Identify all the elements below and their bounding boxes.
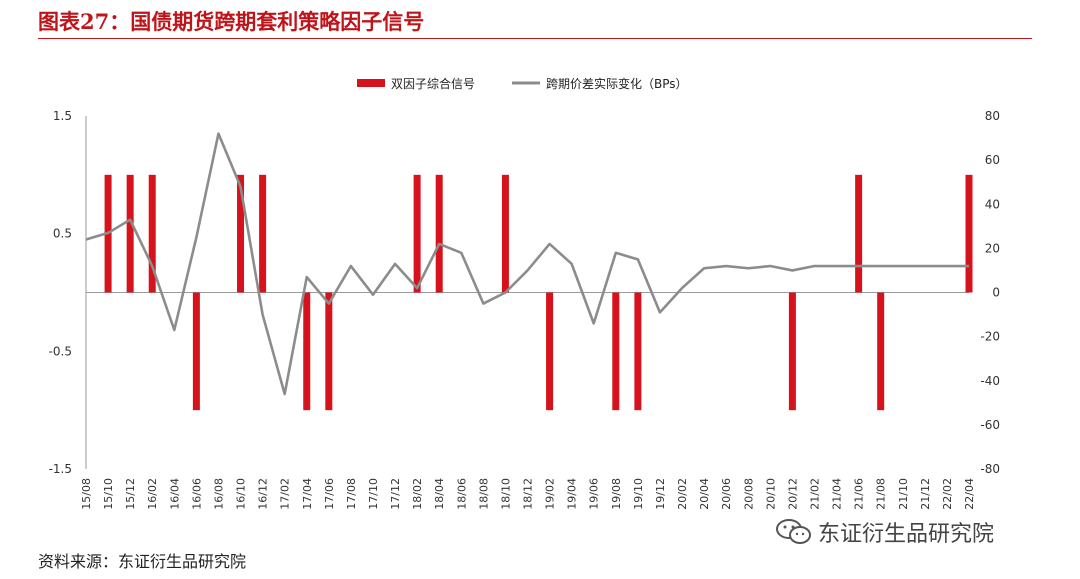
left-tick-label: -1.5 [49,462,72,476]
left-tick-label: -0.5 [49,344,72,358]
signal-bar [303,292,311,411]
x-tick-label: 15/08 [80,478,93,510]
source-note: 资料来源：东证衍生品研究院 [38,552,247,571]
title-divider [38,38,1032,39]
x-tick-label: 21/04 [831,478,844,510]
x-tick-label: 16/06 [190,478,203,510]
x-tick-label: 18/06 [455,478,468,510]
x-tick-label: 21/08 [875,478,888,510]
signal-bar [546,292,554,411]
x-tick-label: 17/02 [279,478,292,510]
x-tick-label: 16/12 [257,478,270,510]
signal-bar [126,174,134,293]
right-tick-label: 40 [985,197,1000,211]
x-tick-label: 20/06 [720,478,733,510]
x-tick-label: 20/08 [742,478,755,510]
signal-bar [501,174,509,293]
right-tick-label: -40 [980,374,1000,388]
x-tick-label: 17/10 [367,478,380,510]
x-tick-label: 18/04 [433,478,446,510]
signal-bar [148,174,156,293]
x-tick-label: 21/12 [919,478,932,510]
watermark: 东证衍生品研究院 [774,516,994,548]
left-tick-label: 1.5 [53,109,72,123]
x-tick-label: 18/08 [477,478,490,510]
signal-bar [877,292,885,411]
left-tick-label: 0.5 [53,227,72,241]
x-tick-label: 20/02 [676,478,689,510]
x-tick-label: 20/12 [786,478,799,510]
x-tick-label: 17/12 [389,478,402,510]
x-tick-label: 15/10 [102,478,115,510]
watermark-text: 东证衍生品研究院 [818,522,995,547]
x-tick-label: 17/04 [301,478,314,510]
signal-bar [259,174,267,293]
x-tick-label: 21/10 [897,478,910,510]
right-tick-label: -60 [980,418,1000,432]
x-tick-label: 20/04 [698,478,711,510]
x-tick-label: 19/04 [566,478,579,510]
legend-bar-swatch [357,79,385,87]
right-tick-label: 20 [985,241,1000,255]
signal-bar [192,292,200,411]
legend-line-label: 跨期价差实际变化（BPs） [546,76,688,91]
signal-bar [435,174,443,293]
right-tick-label: 80 [985,109,1000,123]
x-tick-label: 19/06 [588,478,601,510]
signal-bar [634,292,642,411]
signal-bar [788,292,796,411]
x-tick-label: 15/12 [124,478,137,510]
x-tick-label: 17/08 [345,478,358,510]
signal-bar [855,174,863,293]
x-tick-label: 21/06 [853,478,866,510]
x-tick-label: 16/10 [235,478,248,510]
page-title: 图表27：国债期货跨期套利策略因子信号 [38,9,425,34]
x-tick-label: 16/04 [168,478,181,510]
wechat-icon [776,519,811,544]
x-tick-label: 22/02 [941,478,954,510]
axes: 1.5 0.5 -0.5 -1.5 80 60 40 20 0 -20 -40 -60 -80 [49,109,1000,476]
x-tick-label: 16/08 [212,478,225,510]
x-tick-label: 18/02 [411,478,424,510]
signal-bar [612,292,620,411]
right-tick-label: 60 [985,153,1000,167]
x-tick-label: 16/02 [146,478,159,510]
legend-bar-label: 双因子综合信号 [391,76,475,91]
x-tick-label: 18/10 [499,478,512,510]
signal-bar [965,174,973,293]
right-tick-label: -20 [980,330,1000,344]
x-tick-label: 17/06 [323,478,336,510]
signal-bar [413,174,421,293]
line-series [85,132,969,396]
x-tick-label: 19/08 [610,478,623,510]
legend: 双因子综合信号 跨期价差实际变化（BPs） [357,76,688,91]
x-tick-label: 21/02 [808,478,821,510]
x-tick-label: 19/10 [632,478,645,510]
right-tick-label: -80 [980,462,1000,476]
x-tick-label: 18/12 [522,478,535,510]
x-axis-ticks: 15/08 15/10 15/12 16/02 16/04 16/06 16/08 16/10… [80,478,976,510]
signal-bar [237,174,245,293]
spread-change-line [85,132,969,396]
right-tick-label: 0 [992,286,1000,300]
signal-bar [325,292,333,411]
x-tick-label: 22/04 [963,478,976,510]
x-tick-label: 19/02 [544,478,557,510]
x-tick-label: 20/10 [764,478,777,510]
x-tick-label: 19/12 [654,478,667,510]
